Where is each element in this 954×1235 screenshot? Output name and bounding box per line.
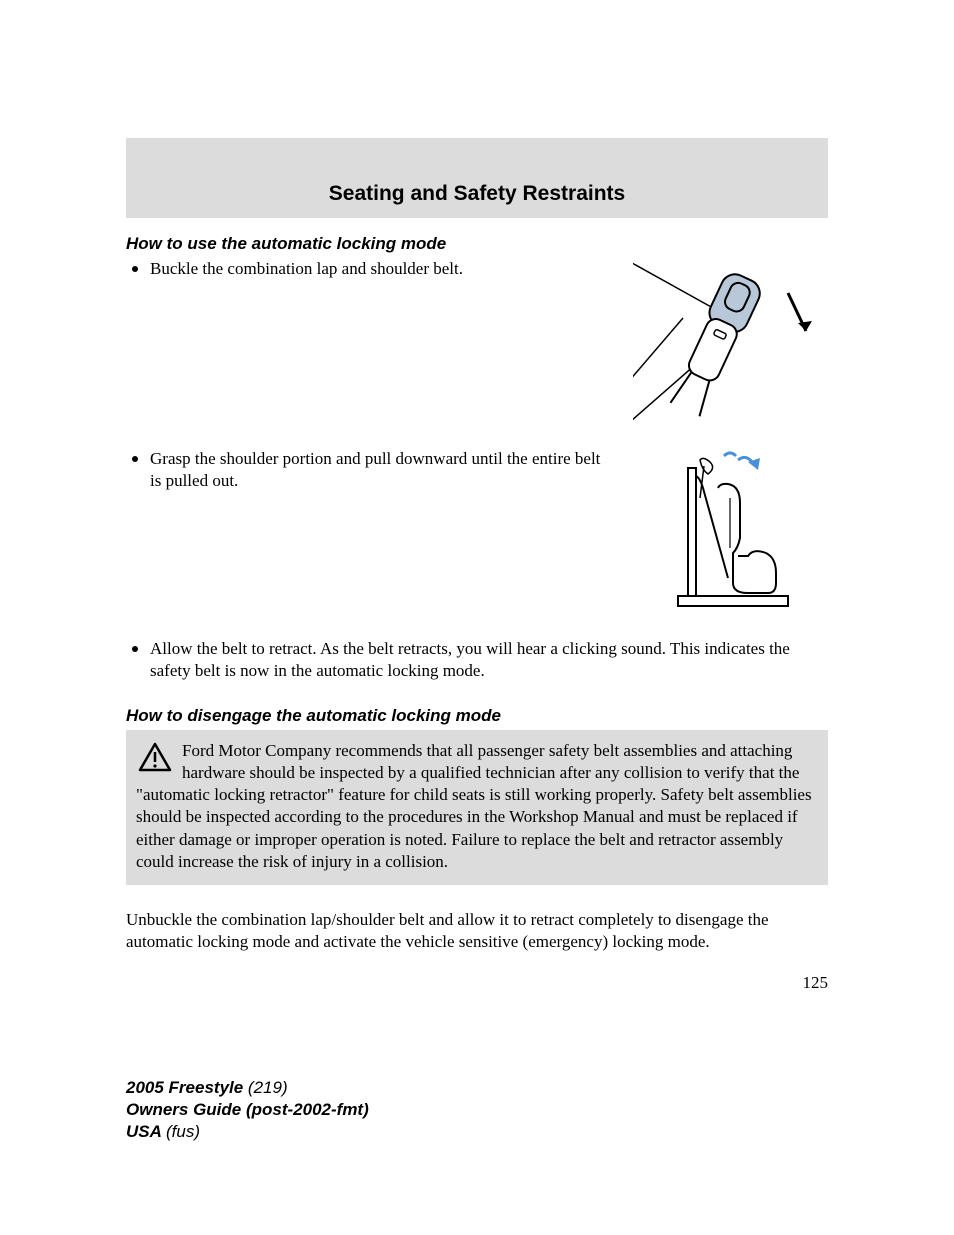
bullet-item: Allow the belt to retract. As the belt r… [126, 638, 828, 682]
warning-triangle-icon [138, 742, 172, 778]
section-header-band: Seating and Safety Restraints [126, 138, 828, 218]
subheading-disengage-mode: How to disengage the automatic locking m… [126, 706, 828, 726]
page-number: 125 [126, 973, 828, 993]
footer-block: 2005 Freestyle (219) Owners Guide (post-… [126, 1077, 369, 1143]
footer-line-model: 2005 Freestyle (219) [126, 1077, 369, 1099]
warning-text: Ford Motor Company recommends that all p… [136, 741, 812, 870]
footer-model-name: 2005 Freestyle [126, 1078, 248, 1097]
footer-guide-line: Owners Guide (post-2002-fmt) [126, 1099, 369, 1121]
disengage-paragraph: Unbuckle the combination lap/shoulder be… [126, 909, 828, 953]
section-title: Seating and Safety Restraints [126, 142, 828, 206]
child-seat-illustration-icon [648, 448, 808, 618]
page-content: Seating and Safety Restraints How to use… [0, 0, 954, 993]
footer-region-name: USA [126, 1122, 166, 1141]
step-text-column: Buckle the combination lap and shoulder … [126, 258, 628, 280]
bullet-marker-icon [132, 266, 138, 272]
footer-model-code: (219) [248, 1078, 288, 1097]
step-grasp-text: Grasp the shoulder portion and pull down… [150, 448, 612, 492]
subheading-use-mode: How to use the automatic locking mode [126, 234, 828, 254]
footer-line-region: USA (fus) [126, 1121, 369, 1143]
illustration-column [628, 258, 828, 428]
bullet-item: Grasp the shoulder portion and pull down… [126, 448, 612, 492]
step-grasp-row: Grasp the shoulder portion and pull down… [126, 448, 828, 618]
illustration-column [628, 448, 828, 618]
bullet-item: Buckle the combination lap and shoulder … [126, 258, 612, 280]
step-buckle-text: Buckle the combination lap and shoulder … [150, 258, 612, 280]
step-buckle-row: Buckle the combination lap and shoulder … [126, 258, 828, 428]
warning-box: Ford Motor Company recommends that all p… [126, 730, 828, 885]
bullet-marker-icon [132, 456, 138, 462]
step-text-column: Grasp the shoulder portion and pull down… [126, 448, 628, 492]
footer-region-code: (fus) [166, 1122, 200, 1141]
step-retract-text: Allow the belt to retract. As the belt r… [150, 638, 828, 682]
bullet-marker-icon [132, 646, 138, 652]
buckle-illustration-icon [633, 258, 823, 428]
